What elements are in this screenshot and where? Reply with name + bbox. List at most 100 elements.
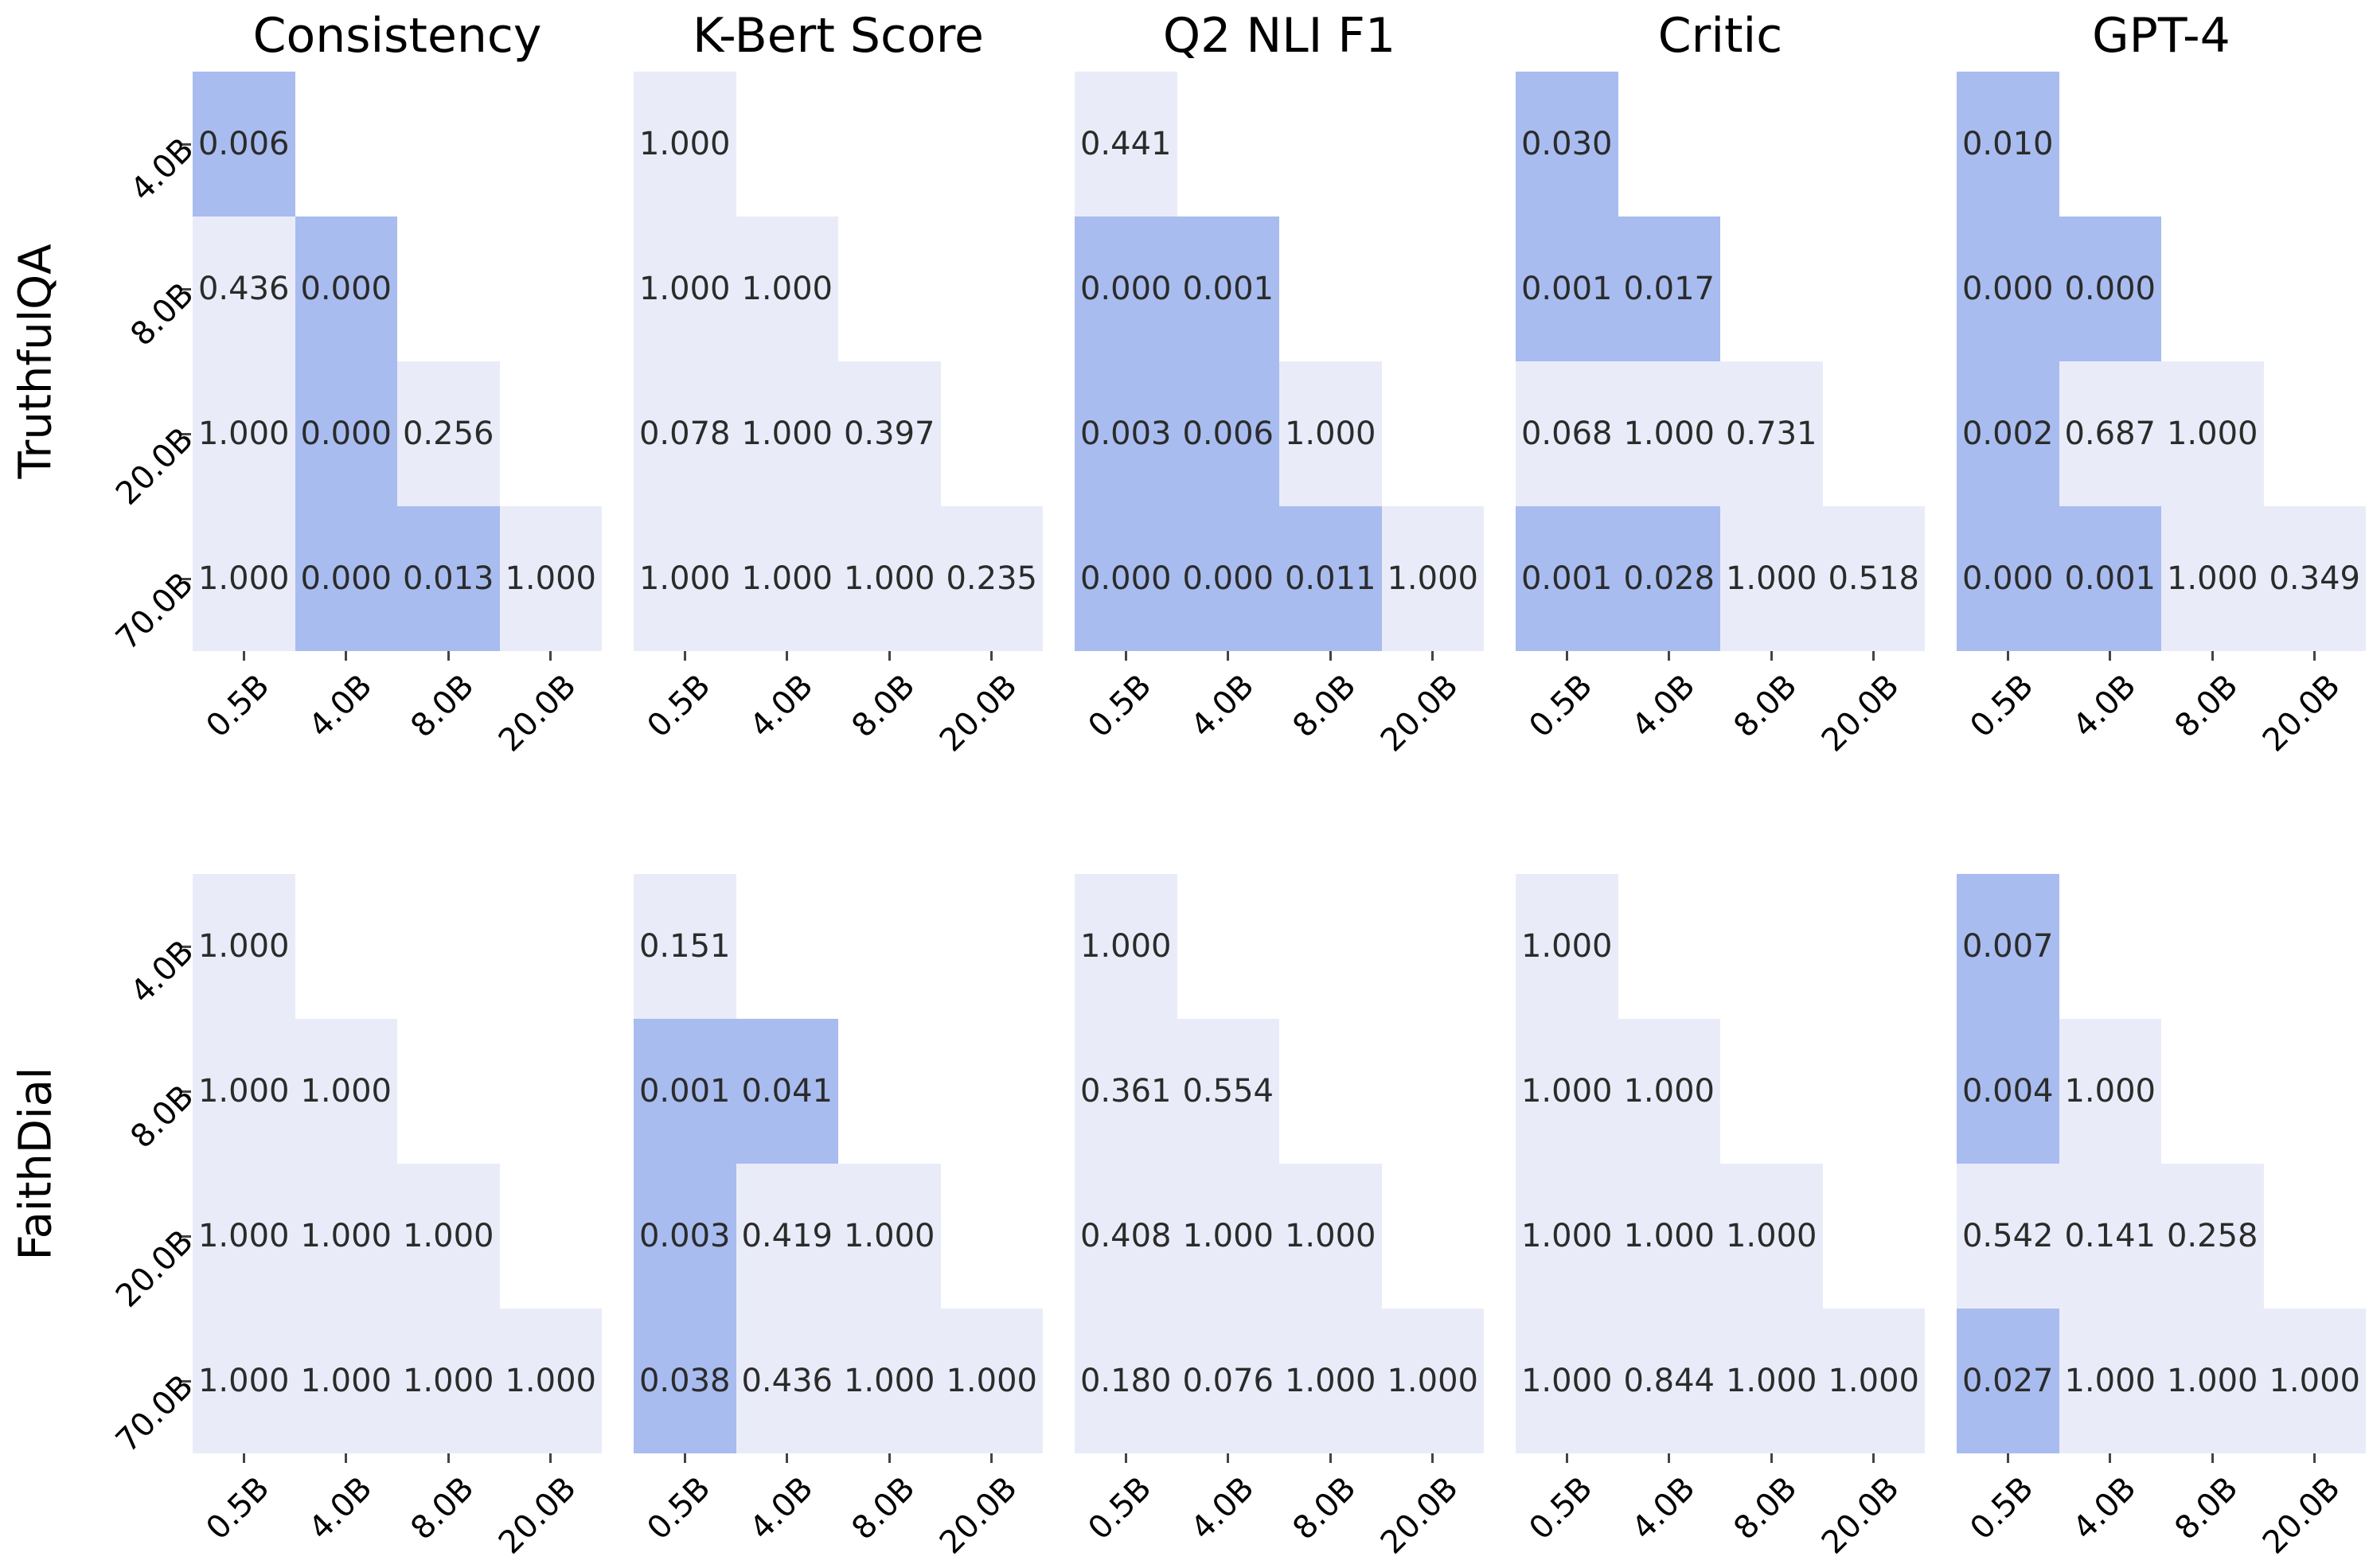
heatmap-cell: 1.000 — [2161, 1309, 2264, 1453]
x-tick-mark — [242, 651, 245, 661]
heatmap-cell: 0.001 — [634, 1019, 736, 1164]
heatmap-cell: 0.007 — [1957, 874, 2059, 1019]
heatmap-faithdial-gpt4: 0.007 0.004 1.000 0.542 0.141 0.258 0.027 1.000… — [1957, 874, 2366, 1453]
x-tick-label: 8.0B — [1286, 667, 1364, 745]
heatmap-cell: 0.180 — [1075, 1309, 1177, 1453]
heatmap-cell: 1.000 — [1720, 506, 1823, 651]
x-tick-mark — [2211, 1453, 2214, 1463]
column-title-q2-nli-f1: Q2 NLI F1 — [1162, 8, 1396, 64]
x-tick-label: 8.0B — [404, 1469, 482, 1547]
x-tick-mark — [683, 651, 686, 661]
x-tick-label: 0.5B — [1522, 667, 1600, 745]
heatmap-cell: 0.017 — [1618, 216, 1720, 361]
heatmap-cell: 0.078 — [634, 361, 736, 506]
x-tick-mark — [1565, 651, 1568, 661]
x-tick-mark — [1668, 1453, 1671, 1463]
x-tick-label: 4.0B — [743, 667, 820, 745]
x-tick-mark — [1431, 1453, 1434, 1463]
x-axis-faithdial-consistency: 0.5B 4.0B 8.0B 20.0B — [193, 1453, 602, 1568]
heatmap-cell: 0.419 — [736, 1164, 838, 1309]
heatmap-cell: 1.000 — [940, 1309, 1043, 1453]
x-tick-label: 4.0B — [1184, 1469, 1261, 1547]
column-title-gpt4: GPT-4 — [2092, 8, 2230, 64]
heatmap-faithdial-kbert-score: 0.151 0.001 0.041 0.003 0.419 1.000 0.038 0.436… — [634, 874, 1043, 1453]
faithdial-row: FaithDial 4.0B 8.0B 20.0B 70.0B 1.000 1.000 1… — [0, 802, 2369, 1568]
heatmap-truthfulqa-gpt4: 0.010 0.000 0.000 0.002 0.687 1.000 0.000 0.001… — [1957, 72, 2366, 651]
heatmap-cell: 0.068 — [1516, 361, 1618, 506]
x-tick-mark — [2006, 1453, 2009, 1463]
dataset-label-truthfulqa: TruthfulQA — [10, 244, 62, 479]
y-tick-mark — [181, 432, 191, 435]
x-axis-truthfulqa-kbert-score: 0.5B 4.0B 8.0B 20.0B — [634, 651, 1043, 770]
heatmap-cell: 1.000 — [1279, 1309, 1382, 1453]
heatmap-cell: 0.258 — [2161, 1164, 2264, 1309]
x-axis-truthfulqa-consistency: 0.5B 4.0B 8.0B 20.0B — [193, 651, 602, 770]
heatmap-cell: 0.151 — [634, 874, 736, 1019]
x-tick-label: 0.5B — [1963, 1469, 2041, 1547]
x-tick-label: 8.0B — [2168, 667, 2246, 745]
heatmap-truthfulqa-critic: 0.030 0.001 0.017 0.068 1.000 0.731 0.001 0.028… — [1516, 72, 1925, 651]
heatmap-cell: 0.030 — [1516, 72, 1618, 216]
heatmap-cell: 1.000 — [1720, 1164, 1823, 1309]
heatmap-cell: 1.000 — [2161, 361, 2264, 506]
heatmap-cell: 1.000 — [2059, 1309, 2161, 1453]
heatmap-cell: 0.000 — [1075, 506, 1177, 651]
heatmap-cell: 1.000 — [634, 72, 736, 216]
x-tick-mark — [549, 651, 552, 661]
heatmap-cell: 0.000 — [1957, 216, 2059, 361]
x-tick-label: 8.0B — [1286, 1469, 1364, 1547]
heatmap-cell: 0.006 — [193, 72, 295, 216]
x-tick-mark — [1124, 651, 1127, 661]
x-tick-label: 4.0B — [302, 667, 379, 745]
x-tick-label: 20.0B — [492, 667, 583, 759]
column-title-consistency: Consistency — [252, 8, 542, 64]
heatmap-cell: 0.000 — [1075, 216, 1177, 361]
heatmap-cell: 1.000 — [499, 1309, 602, 1453]
heatmap-cell: 0.028 — [1618, 506, 1720, 651]
heatmap-cell: 1.000 — [2263, 1309, 2366, 1453]
heatmap-cell: 1.000 — [1381, 1309, 1484, 1453]
x-tick-mark — [1431, 651, 1434, 661]
heatmap-cell: 1.000 — [397, 1164, 500, 1309]
x-tick-label: 0.5B — [199, 1469, 277, 1547]
x-tick-label: 20.0B — [1815, 1469, 1907, 1562]
x-tick-label: 0.5B — [640, 667, 718, 745]
x-tick-mark — [1770, 1453, 1773, 1463]
x-tick-mark — [990, 1453, 993, 1463]
heatmap-cell: 0.006 — [1177, 361, 1279, 506]
x-tick-mark — [683, 1453, 686, 1463]
x-tick-label: 0.5B — [1522, 1469, 1600, 1547]
heatmap-cell: 0.687 — [2059, 361, 2161, 506]
x-tick-mark — [1872, 1453, 1875, 1463]
heatmap-cell: 0.000 — [1957, 506, 2059, 651]
x-tick-label: 20.0B — [1374, 1469, 1466, 1562]
heatmap-cell: 1.000 — [295, 1164, 397, 1309]
heatmap-cell: 0.011 — [1279, 506, 1382, 651]
heatmap-cell: 0.003 — [1075, 361, 1177, 506]
heatmap-cell: 1.000 — [736, 216, 838, 361]
x-tick-mark — [1124, 1453, 1127, 1463]
heatmap-cell: 0.027 — [1957, 1309, 2059, 1453]
x-tick-label: 4.0B — [302, 1469, 379, 1547]
x-tick-label: 20.0B — [492, 1469, 583, 1562]
x-axis-truthfulqa-q2-nli-f1: 0.5B 4.0B 8.0B 20.0B — [1075, 651, 1484, 770]
x-tick-label: 8.0B — [1727, 1469, 1805, 1547]
x-tick-mark — [2109, 1453, 2112, 1463]
heatmap-cell: 1.000 — [2161, 506, 2264, 651]
x-tick-label: 4.0B — [1184, 667, 1261, 745]
x-tick-label: 20.0B — [933, 667, 1024, 759]
y-tick-mark — [181, 1379, 191, 1383]
x-tick-label: 4.0B — [1625, 1469, 1702, 1547]
x-tick-label: 8.0B — [404, 667, 482, 745]
heatmap-cell: 0.000 — [295, 506, 397, 651]
heatmap-cell: 0.731 — [1720, 361, 1823, 506]
x-tick-label: 0.5B — [1081, 1469, 1159, 1547]
heatmap-cell: 1.000 — [295, 1309, 397, 1453]
y-tick-mark — [181, 1235, 191, 1238]
truthfulqa-row: TruthfulQA 4.0B 8.0B 20.0B 70.0B Consistenc… — [10, 8, 2366, 770]
heatmap-cell: 0.010 — [1957, 72, 2059, 216]
heatmap-cell: 0.004 — [1957, 1019, 2059, 1164]
x-tick-mark — [2211, 651, 2214, 661]
x-tick-mark — [888, 651, 891, 661]
x-tick-mark — [786, 651, 789, 661]
